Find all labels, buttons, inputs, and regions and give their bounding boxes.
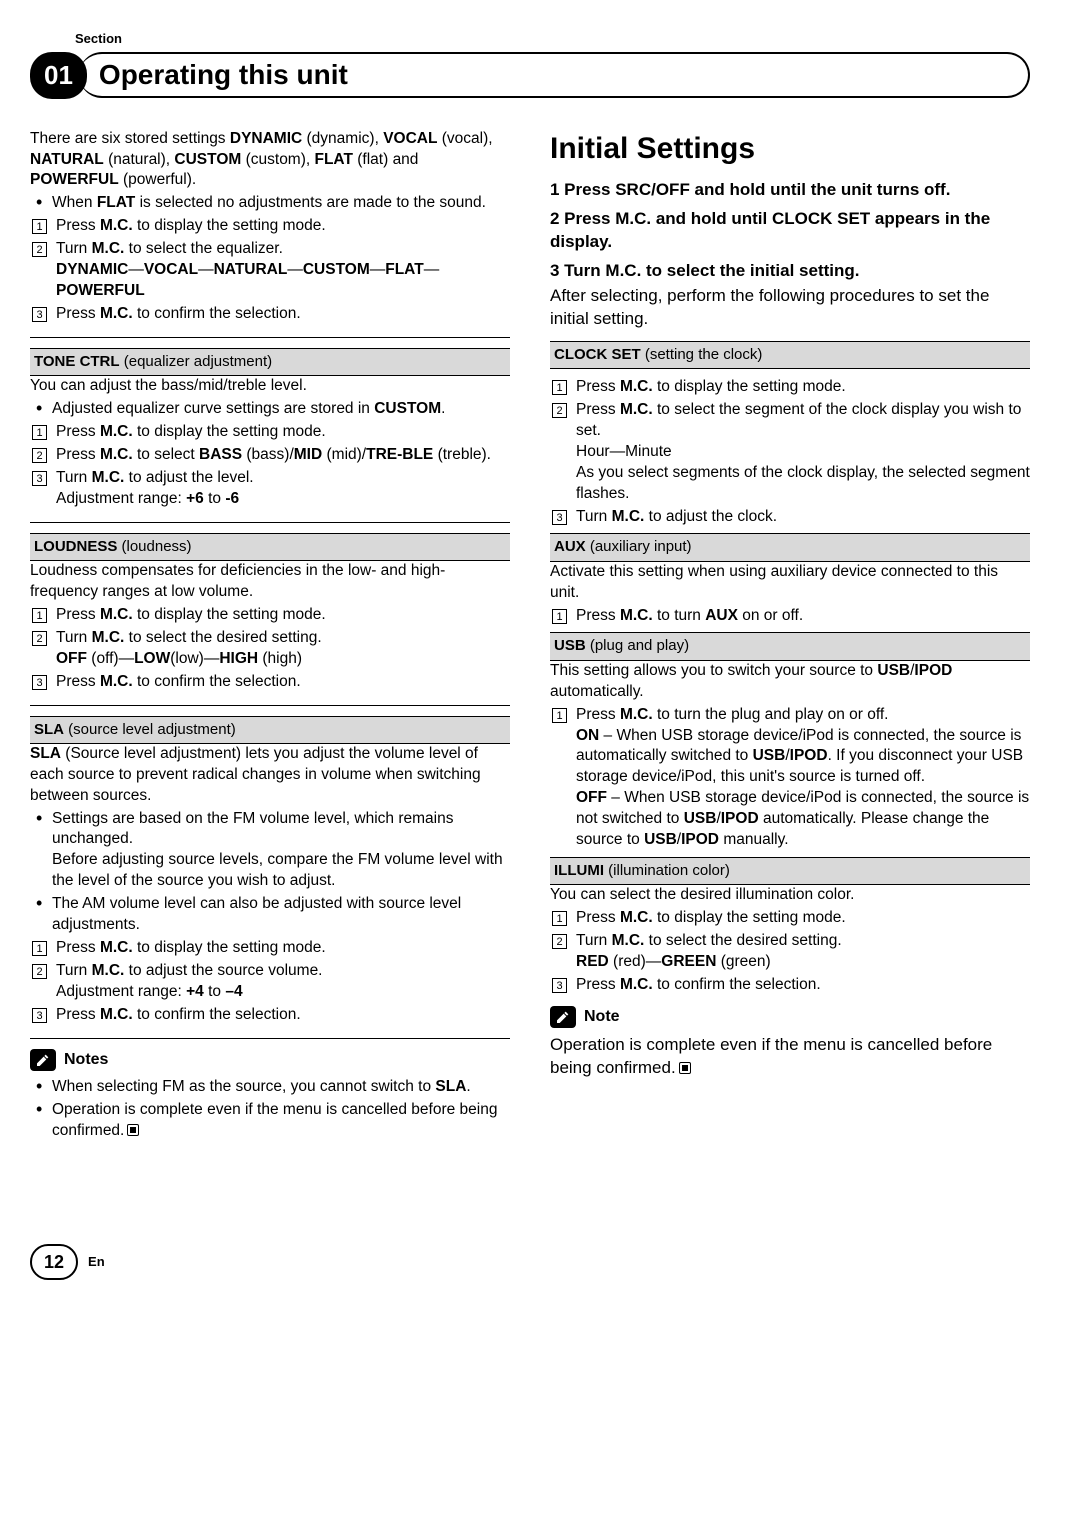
right-column: Initial Settings 1 Press SRC/OFF and hol…	[550, 129, 1030, 1144]
step-2: 2 Press M.C. and hold until CLOCK SET ap…	[550, 208, 1030, 254]
step: 2Turn M.C. to select the desired setting…	[30, 628, 510, 670]
clock-header: CLOCK SET (setting the clock)	[550, 341, 1030, 369]
aux-header: AUX (auxiliary input)	[550, 533, 1030, 561]
page-number: 12	[30, 1244, 78, 1280]
note-text: Operation is complete even if the menu i…	[550, 1034, 1030, 1080]
usb-steps: 1Press M.C. to turn the plug and play on…	[550, 705, 1030, 851]
initial-settings-title: Initial Settings	[550, 129, 1030, 170]
tone-bullet: Adjusted equalizer curve settings are st…	[30, 399, 510, 420]
note-heading: Note	[550, 1006, 1030, 1028]
illumi-header: ILLUMI (illumination color)	[550, 857, 1030, 885]
step: 3Press M.C. to confirm the selection.	[30, 672, 510, 693]
pencil-icon	[550, 1006, 576, 1028]
sla-bullets: Settings are based on the FM volume leve…	[30, 809, 510, 937]
step: 1Press M.C. to turn AUX on or off.	[550, 606, 1030, 627]
list-item: When selecting FM as the source, you can…	[30, 1077, 510, 1098]
step: 1Press M.C. to display the setting mode.	[30, 422, 510, 443]
sla-desc: SLA (Source level adjustment) lets you a…	[30, 744, 510, 807]
loud-steps: 1Press M.C. to display the setting mode.…	[30, 605, 510, 693]
list-item: The AM volume level can also be adjusted…	[30, 894, 510, 936]
loud-header: LOUDNESS (loudness)	[30, 533, 510, 561]
after-select: After selecting, perform the following p…	[550, 285, 1030, 331]
aux-steps: 1Press M.C. to turn AUX on or off.	[550, 606, 1030, 627]
loud-desc: Loudness compensates for deficiencies in…	[30, 561, 510, 603]
sla-steps: 1Press M.C. to display the setting mode.…	[30, 938, 510, 1026]
step: 2Turn M.C. to select the equalizer.DYNAM…	[30, 239, 510, 302]
step: 1Press M.C. to display the setting mode.	[30, 938, 510, 959]
end-mark-icon	[127, 1124, 139, 1136]
notes-list: When selecting FM as the source, you can…	[30, 1077, 510, 1142]
step: 2Press M.C. to select BASS (bass)/MID (m…	[30, 445, 510, 466]
step: 1Press M.C. to display the setting mode.	[30, 216, 510, 237]
step-3: 3 Turn M.C. to select the initial settin…	[550, 260, 1030, 283]
step: 3Press M.C. to confirm the selection.	[30, 304, 510, 325]
list-item: Settings are based on the FM volume leve…	[30, 809, 510, 893]
eq-flat-note: When FLAT is selected no adjustments are…	[30, 193, 510, 214]
clock-steps: 1Press M.C. to display the setting mode.…	[550, 377, 1030, 527]
step: 2Turn M.C. to select the desired setting…	[550, 931, 1030, 973]
illumi-desc: You can select the desired illumination …	[550, 885, 1030, 906]
step: 3Turn M.C. to adjust the level.Adjustmen…	[30, 468, 510, 510]
lang-label: En	[88, 1253, 105, 1271]
step: 1Press M.C. to display the setting mode.	[30, 605, 510, 626]
tone-header: TONE CTRL (equalizer adjustment)	[30, 348, 510, 376]
usb-desc: This setting allows you to switch your s…	[550, 661, 1030, 703]
title-bar: 01 Operating this unit	[30, 52, 1030, 99]
tone-steps: 1Press M.C. to display the setting mode.…	[30, 422, 510, 510]
step: 1Press M.C. to turn the plug and play on…	[550, 705, 1030, 851]
usb-header: USB (plug and play)	[550, 632, 1030, 660]
end-mark-icon	[679, 1062, 691, 1074]
aux-desc: Activate this setting when using auxilia…	[550, 562, 1030, 604]
notes-heading: Notes	[30, 1049, 510, 1071]
step-1: 1 Press SRC/OFF and hold until the unit …	[550, 179, 1030, 202]
sla-header: SLA (source level adjustment)	[30, 716, 510, 744]
list-item: Operation is complete even if the menu i…	[30, 1100, 510, 1142]
step: 1Press M.C. to display the setting mode.	[550, 377, 1030, 398]
eq-intro: There are six stored settings DYNAMIC (d…	[30, 129, 510, 192]
illumi-steps: 1Press M.C. to display the setting mode.…	[550, 908, 1030, 996]
tone-desc: You can adjust the bass/mid/treble level…	[30, 376, 510, 397]
page-title: Operating this unit	[79, 52, 1030, 98]
step: 2Press M.C. to select the segment of the…	[550, 400, 1030, 505]
section-label: Section	[75, 30, 1030, 48]
footer: 12 En	[30, 1244, 1030, 1280]
step: 1Press M.C. to display the setting mode.	[550, 908, 1030, 929]
step: 2Turn M.C. to adjust the source volume.A…	[30, 961, 510, 1003]
step: 3Press M.C. to confirm the selection.	[550, 975, 1030, 996]
left-column: There are six stored settings DYNAMIC (d…	[30, 129, 510, 1144]
eq-steps: 1Press M.C. to display the setting mode.…	[30, 216, 510, 325]
step: 3Turn M.C. to adjust the clock.	[550, 507, 1030, 528]
step: 3Press M.C. to confirm the selection.	[30, 1005, 510, 1026]
pencil-icon	[30, 1049, 56, 1071]
